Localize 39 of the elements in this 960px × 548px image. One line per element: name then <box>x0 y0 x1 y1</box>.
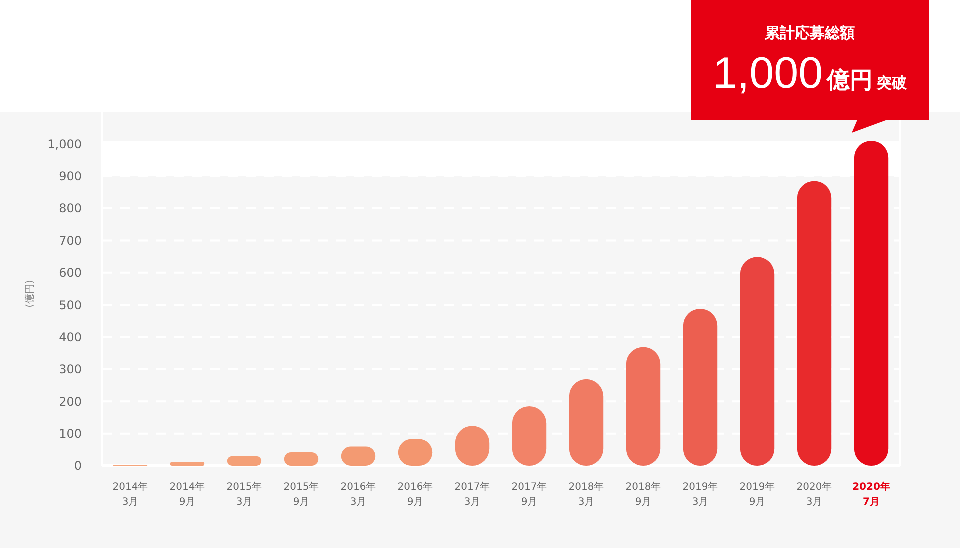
x-tick-label: 2019年 9月 <box>740 481 776 508</box>
bar <box>569 379 604 466</box>
y-tick-label: 700 <box>59 234 82 248</box>
y-tick-label: 100 <box>59 427 82 442</box>
x-tick-label: 2015年 3月 <box>226 481 262 508</box>
bar <box>683 308 718 466</box>
y-tick-label: 300 <box>59 362 82 377</box>
y-tick-label: 0 <box>74 459 82 474</box>
x-tick-label: 2018年 3月 <box>568 481 604 508</box>
x-tick-label: 2020年 7月 <box>852 481 890 508</box>
y-tick-label: 600 <box>59 266 82 280</box>
y-tick-label: 400 <box>59 330 82 344</box>
bar <box>170 462 205 466</box>
y-axis-title: (億円) <box>24 280 36 308</box>
text: 億円 <box>826 68 874 94</box>
x-tick-label: 2020年 3月 <box>796 481 832 508</box>
y-tick-label: 800 <box>59 202 82 216</box>
x-tick-label: 2016年 9月 <box>398 481 434 508</box>
text: 1,000 <box>712 49 824 98</box>
y-tick-label: 500 <box>59 298 82 312</box>
text: 突破 <box>876 74 908 92</box>
x-tick-label: 2014年 3月 <box>112 481 148 508</box>
bar <box>797 181 832 466</box>
x-tick-label: 2016年 3月 <box>340 481 376 508</box>
text: 累計応募総額 <box>764 24 855 42</box>
bar <box>227 456 262 466</box>
y-tick-label: 1,000 <box>48 137 82 152</box>
x-tick-label: 2017年 3月 <box>454 481 490 508</box>
x-tick-label: 2017年 9月 <box>512 481 548 508</box>
y-tick-label: 900 <box>59 170 82 184</box>
x-tick-label: 2014年 9月 <box>170 481 206 508</box>
bar <box>854 140 889 466</box>
y-tick-label: 200 <box>59 394 82 409</box>
x-tick-label: 2015年 9月 <box>284 481 320 508</box>
bar <box>626 347 661 466</box>
bar <box>284 452 319 466</box>
x-tick-label: 2019年 3月 <box>682 481 718 508</box>
x-tick-label: 2018年 9月 <box>626 481 662 508</box>
bar <box>740 257 775 466</box>
